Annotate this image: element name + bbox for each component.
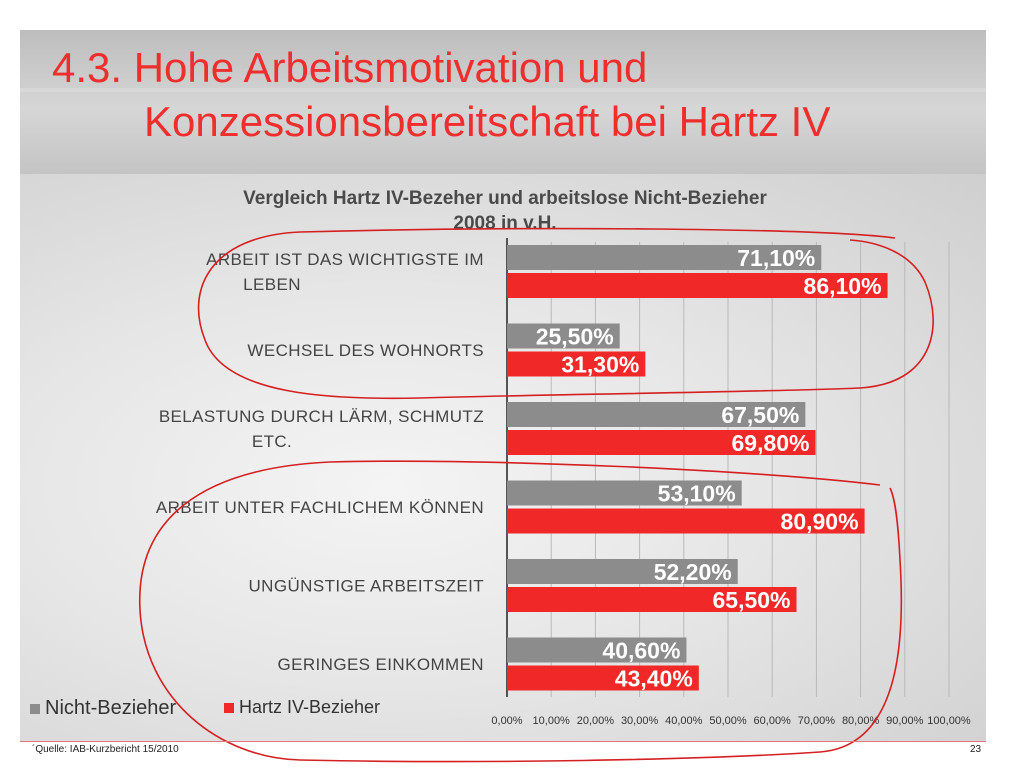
category-label: UNGÜNSTIGE ARBEITSZEIT <box>249 577 485 596</box>
x-tick-label: 80,00% <box>842 715 880 727</box>
category-label: BELASTUNG DURCH LÄRM, SCHMUTZ <box>159 407 484 426</box>
bar-hartz-bezieher <box>507 273 888 298</box>
bar-hartz-bezieher <box>507 430 816 455</box>
annotation-ellipse-top <box>197 227 934 400</box>
legend-item-hartz-bezieher: Hartz IV-Bezieher <box>224 697 380 718</box>
data-label: 67,50% <box>721 402 799 428</box>
data-label: 40,60% <box>602 638 680 664</box>
data-label: 53,10% <box>658 481 736 507</box>
title-band <box>20 30 986 174</box>
data-label: 52,20% <box>654 559 732 585</box>
category-label: GERINGES EINKOMMEN <box>277 655 484 674</box>
legend-swatch-nicht-bezieher <box>30 703 40 714</box>
x-tick-label: 70,00% <box>798 715 836 727</box>
slide-title-line1: 4.3. Hohe Arbeitsmotivation und <box>52 44 648 91</box>
x-tick-label: 50,00% <box>709 715 747 727</box>
legend-label-nicht-bezieher: Nicht-Bezieher <box>45 697 177 719</box>
footer-source: ´Quelle: IAB-Kurzbericht 15/2010 <box>32 744 179 755</box>
legend-item-nicht-bezieher: Nicht-Bezieher <box>30 697 176 720</box>
annotation-ellipse-bottom <box>139 460 903 763</box>
legend-swatch-hartz-bezieher <box>224 702 234 713</box>
data-label: 43,40% <box>615 666 693 692</box>
category-label: ETC. <box>252 432 292 451</box>
legend-label-hartz-bezieher: Hartz IV-Bezieher <box>239 697 381 717</box>
slide-title-line2: Konzessionsbereitschaft bei Hartz IV <box>144 98 831 145</box>
chart-title-line1: Vergleich Hartz IV-Bezeher und arbeitslo… <box>243 188 767 209</box>
category-label: ARBEIT IST DAS WICHTIGSTE IM <box>206 250 484 269</box>
x-tick-label: 10,00% <box>533 715 571 727</box>
bar-nicht-bezieher <box>507 402 806 427</box>
data-label: 80,90% <box>781 509 859 535</box>
bar-hartz-bezieher <box>507 351 646 377</box>
page-number: 23 <box>970 744 982 755</box>
x-tick-label: 0,00% <box>491 715 522 727</box>
x-tick-label: 40,00% <box>665 715 703 727</box>
data-label: 65,50% <box>712 587 790 613</box>
data-label: 69,80% <box>732 430 810 456</box>
data-label: 25,50% <box>536 324 614 350</box>
x-tick-label: 100,00% <box>927 715 971 727</box>
data-label: 71,10% <box>737 245 815 271</box>
category-label: ARBEIT UNTER FACHLICHEM KÖNNEN <box>156 498 484 517</box>
x-tick-label: 60,00% <box>754 715 792 727</box>
chart-area <box>20 174 986 742</box>
bar-hartz-bezieher <box>507 665 699 691</box>
x-tick-label: 30,00% <box>621 715 659 727</box>
bar-nicht-bezieher <box>507 559 738 584</box>
data-label: 86,10% <box>804 273 882 299</box>
footer-divider <box>20 741 986 742</box>
bar-nicht-bezieher <box>507 637 687 663</box>
category-label: WECHSEL DES WOHNORTS <box>247 341 484 360</box>
x-tick-label: 20,00% <box>577 715 615 727</box>
bar-nicht-bezieher <box>507 245 822 270</box>
bar-nicht-bezieher <box>507 323 620 349</box>
category-label: LEBEN <box>243 275 301 294</box>
bar-nicht-bezieher <box>507 480 742 506</box>
bar-hartz-bezieher <box>507 587 797 612</box>
x-tick-label: 90,00% <box>886 715 924 727</box>
bar-hartz-bezieher <box>507 508 865 534</box>
data-label: 31,30% <box>561 352 639 378</box>
